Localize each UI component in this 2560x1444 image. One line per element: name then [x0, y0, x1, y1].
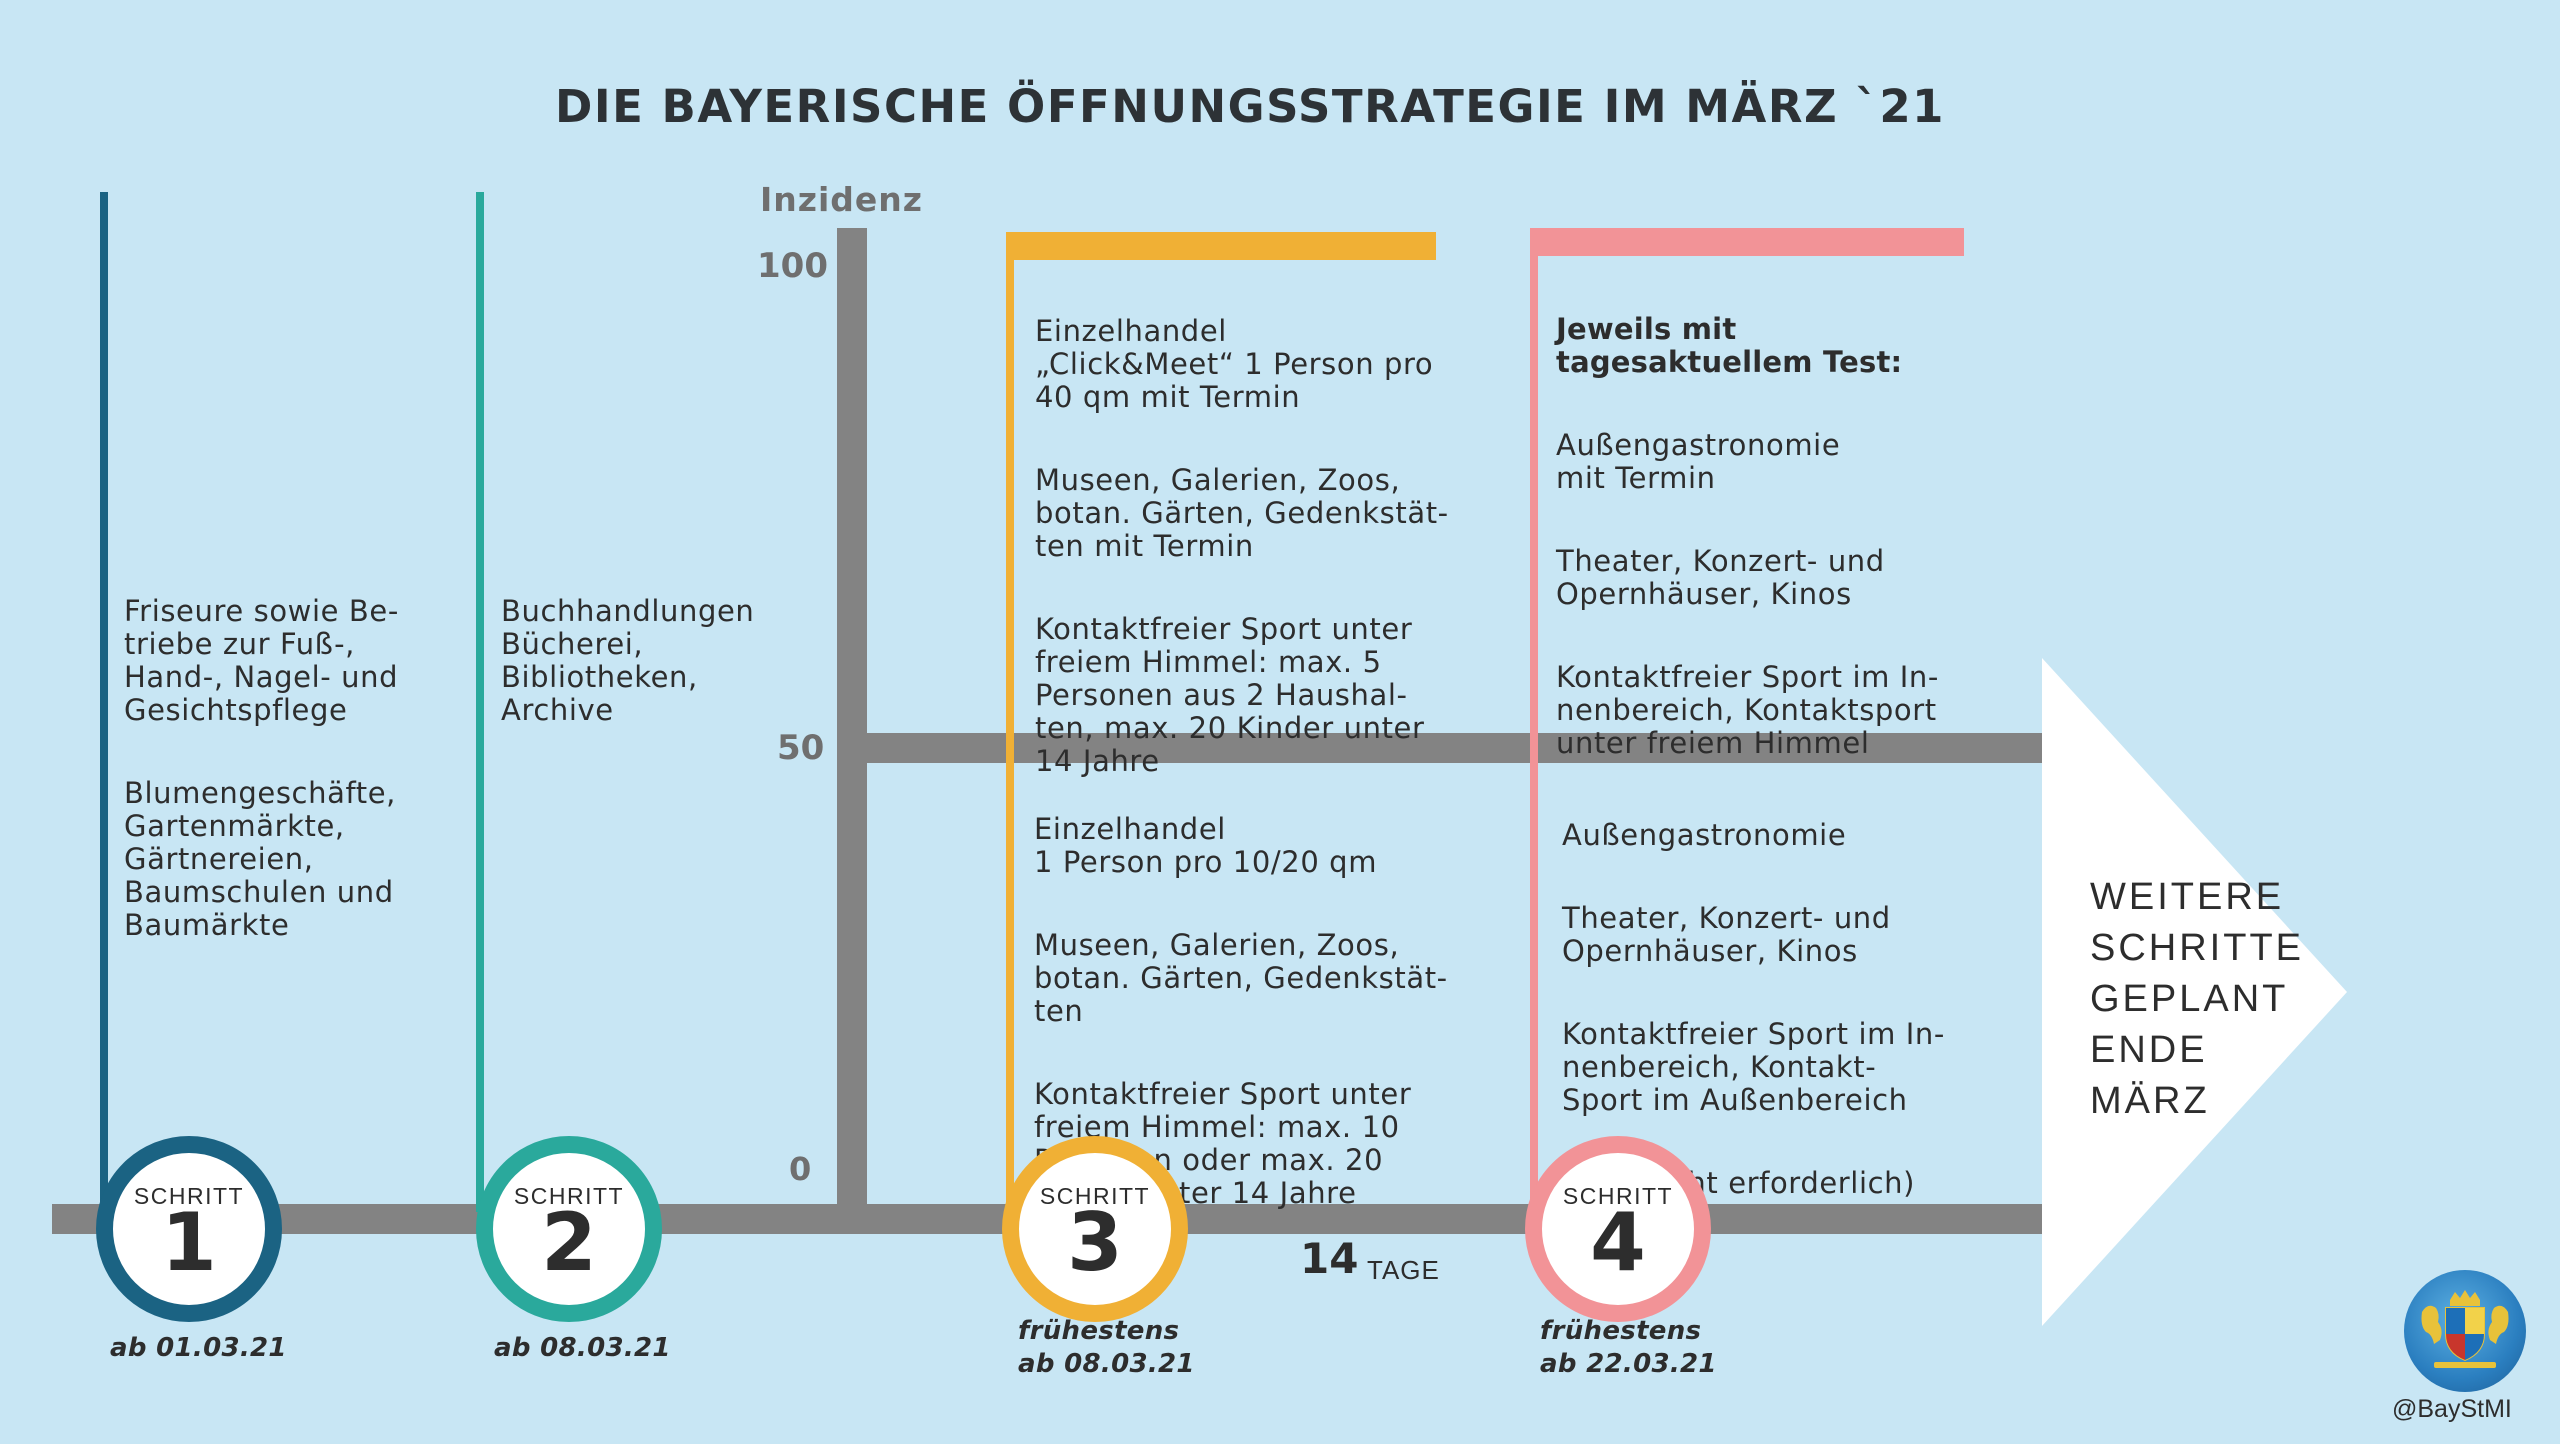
step-4-below-item: Außengastronomie — [1562, 818, 1847, 852]
step-4-label: SCHRITT — [1562, 1183, 1674, 1209]
step-1-item: Friseure sowie Be- triebe zur Fuß-, Hand… — [124, 594, 399, 727]
step-3-above-item: Museen, Galerien, Zoos, botan. Gärten, G… — [1035, 463, 1449, 563]
axis-title: Inzidenz — [760, 180, 923, 219]
step-2-text: Buchhandlungen Bücherei, Bibliotheken, A… — [501, 562, 801, 777]
step-2-number: 2 — [541, 1196, 597, 1289]
step-4-above-50-text: Jeweils mit tagesaktuellem Test: Außenga… — [1556, 280, 1976, 810]
step-3-number: 3 — [1067, 1196, 1123, 1289]
step-3-above-item: Einzelhandel „Click&Meet“ 1 Person pro 4… — [1035, 314, 1434, 414]
step-4-above-item: Außengastronomie mit Termin — [1556, 428, 1841, 495]
page-title: DIE BAYERISCHE ÖFFNUNGSSTRATEGIE IM MÄRZ… — [555, 80, 1945, 133]
axis-tick-0: 0 — [789, 1150, 812, 1188]
incidence-axis — [837, 228, 867, 1218]
step-3-date: frühestens ab 08.03.21 — [1018, 1316, 1195, 1379]
step-4-below-item: Theater, Konzert- und Opernhäuser, Kinos — [1562, 901, 1891, 968]
step-1-date: ab 01.03.21 — [110, 1333, 287, 1363]
step-3-label: SCHRITT — [1039, 1183, 1151, 1209]
step-1-item: Blumengeschäfte, Gartenmärkte, Gärtnerei… — [124, 776, 396, 942]
interval-days-number: 14 — [1300, 1234, 1359, 1283]
step-2-item: Buchhandlungen Bücherei, Bibliotheken, A… — [501, 594, 755, 727]
step-2-circle: SCHRITT 2 — [476, 1136, 662, 1322]
axis-tick-50: 50 — [777, 728, 825, 768]
step-1-number: 1 — [161, 1196, 217, 1289]
step-4-above-item: Theater, Konzert- und Opernhäuser, Kinos — [1556, 544, 1885, 611]
axis-tick-100: 100 — [757, 246, 828, 286]
step-4-line — [1530, 228, 1538, 1212]
step-1-label: SCHRITT — [133, 1183, 245, 1209]
step-3-line — [1006, 232, 1014, 1212]
coat-of-arms-graphic — [2421, 1290, 2509, 1368]
step-3-above-item: Kontaktfreier Sport unter freiem Himmel:… — [1035, 612, 1425, 778]
step-3-below-item: Museen, Galerien, Zoos, botan. Gärten, G… — [1034, 928, 1448, 1028]
arrow-shape — [2042, 658, 2347, 1326]
step-4-circle: SCHRITT 4 — [1525, 1136, 1711, 1322]
step-3-below-item: Einzelhandel 1 Person pro 10/20 qm — [1034, 812, 1378, 879]
social-handle: @BayStMI — [2392, 1395, 2512, 1423]
arrow-text: WEITERE SCHRITTE GEPLANT ENDE MÄRZ — [2090, 876, 2304, 1122]
step-4-above-item: Kontaktfreier Sport im In- nenbereich, K… — [1556, 660, 1939, 760]
step-1-line — [100, 192, 108, 1212]
step-3-bracket — [1006, 232, 1436, 260]
step-4-above-heading: Jeweils mit tagesaktuellem Test: — [1556, 312, 1903, 379]
interval-days-unit: TAGE — [1367, 1255, 1440, 1285]
step-3-circle: SCHRITT 3 — [1002, 1136, 1188, 1322]
bavarian-coat-of-arms-icon — [2404, 1270, 2526, 1392]
step-2-date: ab 08.03.21 — [494, 1333, 671, 1363]
step-2-label: SCHRITT — [513, 1183, 625, 1209]
step-4-bracket — [1530, 228, 1964, 256]
step-4-number: 4 — [1590, 1196, 1646, 1289]
step-1-text: Friseure sowie Be- triebe zur Fuß-, Hand… — [124, 562, 454, 992]
step-1-circle: SCHRITT 1 — [96, 1136, 282, 1322]
incidence-50-line — [863, 733, 2044, 763]
step-4-below-item: Kontaktfreier Sport im In- nenbereich, K… — [1562, 1017, 1945, 1117]
step-3-above-50-text: Einzelhandel „Click&Meet“ 1 Person pro 4… — [1035, 282, 1455, 828]
step-2-line — [476, 192, 484, 1212]
step-4-date: frühestens ab 22.03.21 — [1540, 1316, 1717, 1379]
